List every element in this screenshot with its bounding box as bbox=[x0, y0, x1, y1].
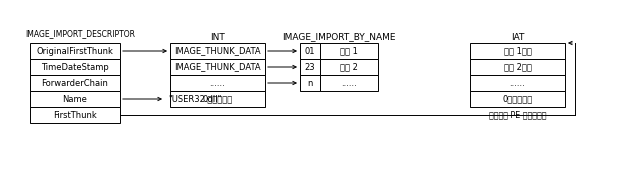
Bar bbox=[30, 43, 120, 59]
Bar bbox=[170, 91, 265, 107]
Text: 函数 2地址: 函数 2地址 bbox=[503, 62, 532, 71]
Bar bbox=[30, 107, 120, 123]
Bar bbox=[300, 59, 320, 75]
Bar bbox=[30, 75, 120, 91]
Bar bbox=[170, 59, 265, 75]
Bar bbox=[300, 43, 320, 59]
Bar bbox=[320, 75, 378, 91]
Text: ......: ...... bbox=[210, 79, 226, 87]
Bar bbox=[320, 43, 378, 59]
Text: OriginalFirstThunk: OriginalFirstThunk bbox=[37, 46, 113, 56]
Bar bbox=[30, 91, 120, 107]
Text: 0（结束符）: 0（结束符） bbox=[202, 95, 232, 104]
Text: INT: INT bbox=[210, 32, 225, 41]
Text: IMAGE_THUNK_DATA: IMAGE_THUNK_DATA bbox=[174, 46, 261, 56]
Bar bbox=[170, 75, 265, 91]
Text: ForwarderChain: ForwarderChain bbox=[42, 79, 108, 87]
Text: IAT: IAT bbox=[511, 32, 524, 41]
Bar bbox=[170, 43, 265, 59]
Text: 函数 1: 函数 1 bbox=[340, 46, 358, 56]
Text: ......: ...... bbox=[510, 79, 525, 87]
Text: IMAGE_IMPORT_DESCRIPTOR: IMAGE_IMPORT_DESCRIPTOR bbox=[25, 29, 135, 38]
Text: IMAGE_THUNK_DATA: IMAGE_THUNK_DATA bbox=[174, 62, 261, 71]
Text: 23: 23 bbox=[305, 62, 315, 71]
Text: 01: 01 bbox=[305, 46, 315, 56]
Text: IMAGE_IMPORT_BY_NAME: IMAGE_IMPORT_BY_NAME bbox=[282, 32, 396, 41]
Text: ......: ...... bbox=[341, 79, 357, 87]
Text: FirstThunk: FirstThunk bbox=[53, 111, 97, 120]
Text: 函数 1地址: 函数 1地址 bbox=[503, 46, 532, 56]
Text: 该部分由 PE 装载器填写: 该部分由 PE 装载器填写 bbox=[489, 110, 546, 119]
Text: 函数 2: 函数 2 bbox=[340, 62, 358, 71]
Bar bbox=[470, 75, 565, 91]
Bar bbox=[470, 91, 565, 107]
Text: n: n bbox=[307, 79, 312, 87]
Text: TimeDateStamp: TimeDateStamp bbox=[41, 62, 109, 71]
Bar bbox=[30, 59, 120, 75]
Bar bbox=[320, 59, 378, 75]
Bar bbox=[470, 59, 565, 75]
Text: "USER32.dll": "USER32.dll" bbox=[168, 95, 221, 104]
Bar bbox=[300, 75, 320, 91]
Text: Name: Name bbox=[62, 95, 88, 104]
Bar bbox=[470, 43, 565, 59]
Text: 0（结束符）: 0（结束符） bbox=[502, 95, 532, 104]
